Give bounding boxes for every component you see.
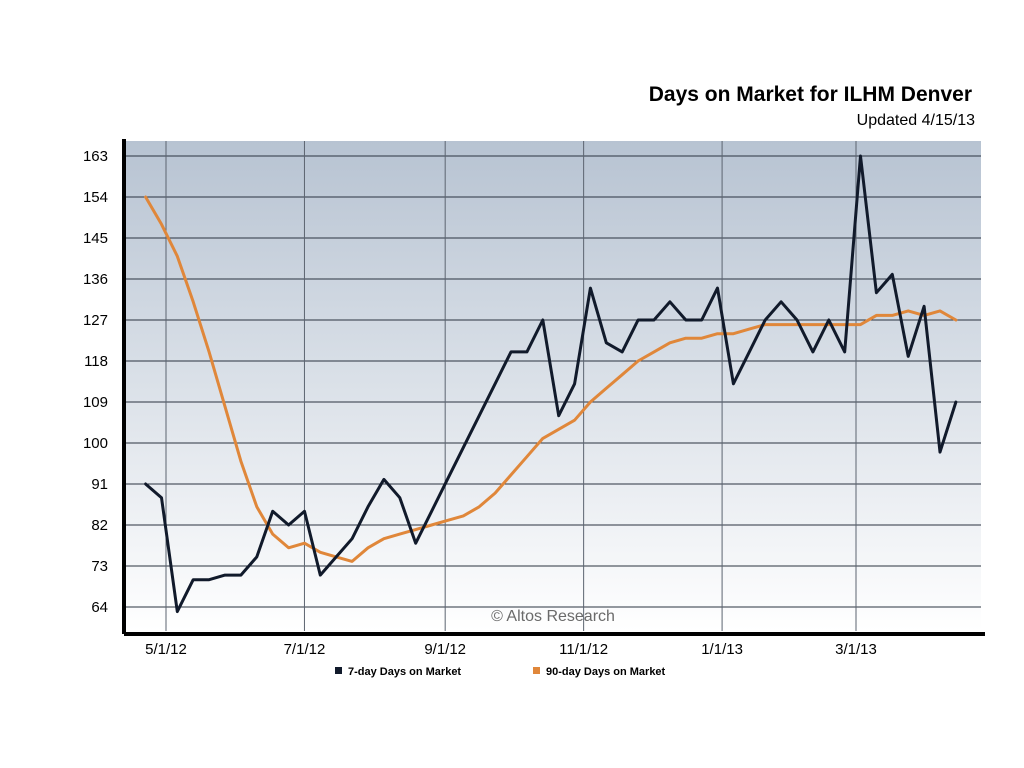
watermark: © Altos Research — [491, 608, 615, 625]
x-tick-label: 9/1/12 — [424, 641, 466, 658]
series-layer — [144, 154, 958, 614]
x-tick-label: 7/1/12 — [284, 641, 326, 658]
x-tick-label: 1/1/13 — [701, 641, 743, 658]
y-tick-label: 118 — [84, 353, 108, 370]
x-axis-ticks: 5/1/12 7/1/12 9/1/12 11/1/12 1/1/13 3/1/13 — [145, 641, 877, 658]
legend-label-90-day: 90-day Days on Market — [546, 666, 666, 678]
y-tick-label: 109 — [83, 394, 108, 411]
x-tick-label: 11/1/12 — [559, 641, 608, 658]
y-tick-label: 136 — [83, 271, 108, 288]
x-tick-label: 3/1/13 — [835, 641, 877, 658]
legend-swatch-90-day — [533, 667, 540, 674]
legend: 7-day Days on Market 90-day Days on Mark… — [335, 666, 666, 678]
y-tick-label: 145 — [83, 230, 108, 247]
y-tick-label: 154 — [83, 189, 108, 206]
y-tick-label: 73 — [91, 558, 108, 575]
y-tick-label: 82 — [91, 517, 108, 534]
legend-label-7-day: 7-day Days on Market — [348, 666, 461, 678]
x-tick-label: 5/1/12 — [145, 641, 187, 658]
chart-title: Days on Market for ILHM Denver — [649, 83, 972, 106]
y-tick-label: 163 — [83, 148, 108, 165]
y-tick-label: 64 — [91, 599, 108, 616]
y-tick-label: 127 — [83, 312, 108, 329]
y-axis-ticks: 64 73 82 91 100 109 118 127 136 145 154 163 — [83, 148, 108, 616]
y-tick-label: 91 — [91, 476, 108, 493]
series-line-7-day — [144, 154, 958, 614]
series-line-90-day — [144, 195, 958, 563]
legend-swatch-7-day — [335, 667, 342, 674]
chart-subtitle: Updated 4/15/13 — [857, 112, 975, 129]
y-tick-label: 100 — [83, 435, 108, 452]
